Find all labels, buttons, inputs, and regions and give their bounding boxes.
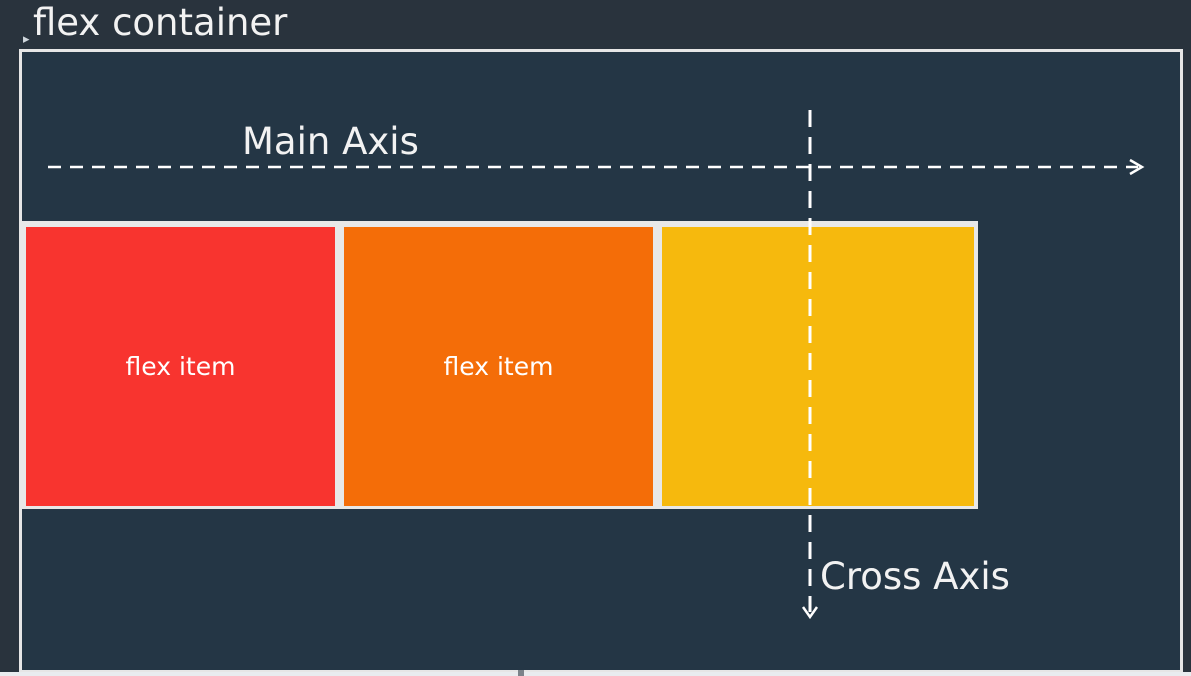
flex-items-row: flex item flex item — [20, 221, 978, 509]
flex-item-2: flex item — [344, 227, 653, 506]
mouse-pointer-icon: ▸ — [23, 32, 30, 47]
main-axis-label: Main Axis — [242, 120, 419, 163]
flex-item-2-label: flex item — [443, 352, 554, 381]
flex-item-3 — [662, 227, 974, 506]
video-progress-marker — [518, 670, 524, 676]
flex-item-1-label: flex item — [125, 352, 236, 381]
cross-axis-label: Cross Axis — [820, 555, 1010, 598]
bottom-edge-strip — [0, 672, 1191, 676]
flex-item-1: flex item — [26, 227, 335, 506]
flex-container-title: flex container — [33, 1, 288, 44]
